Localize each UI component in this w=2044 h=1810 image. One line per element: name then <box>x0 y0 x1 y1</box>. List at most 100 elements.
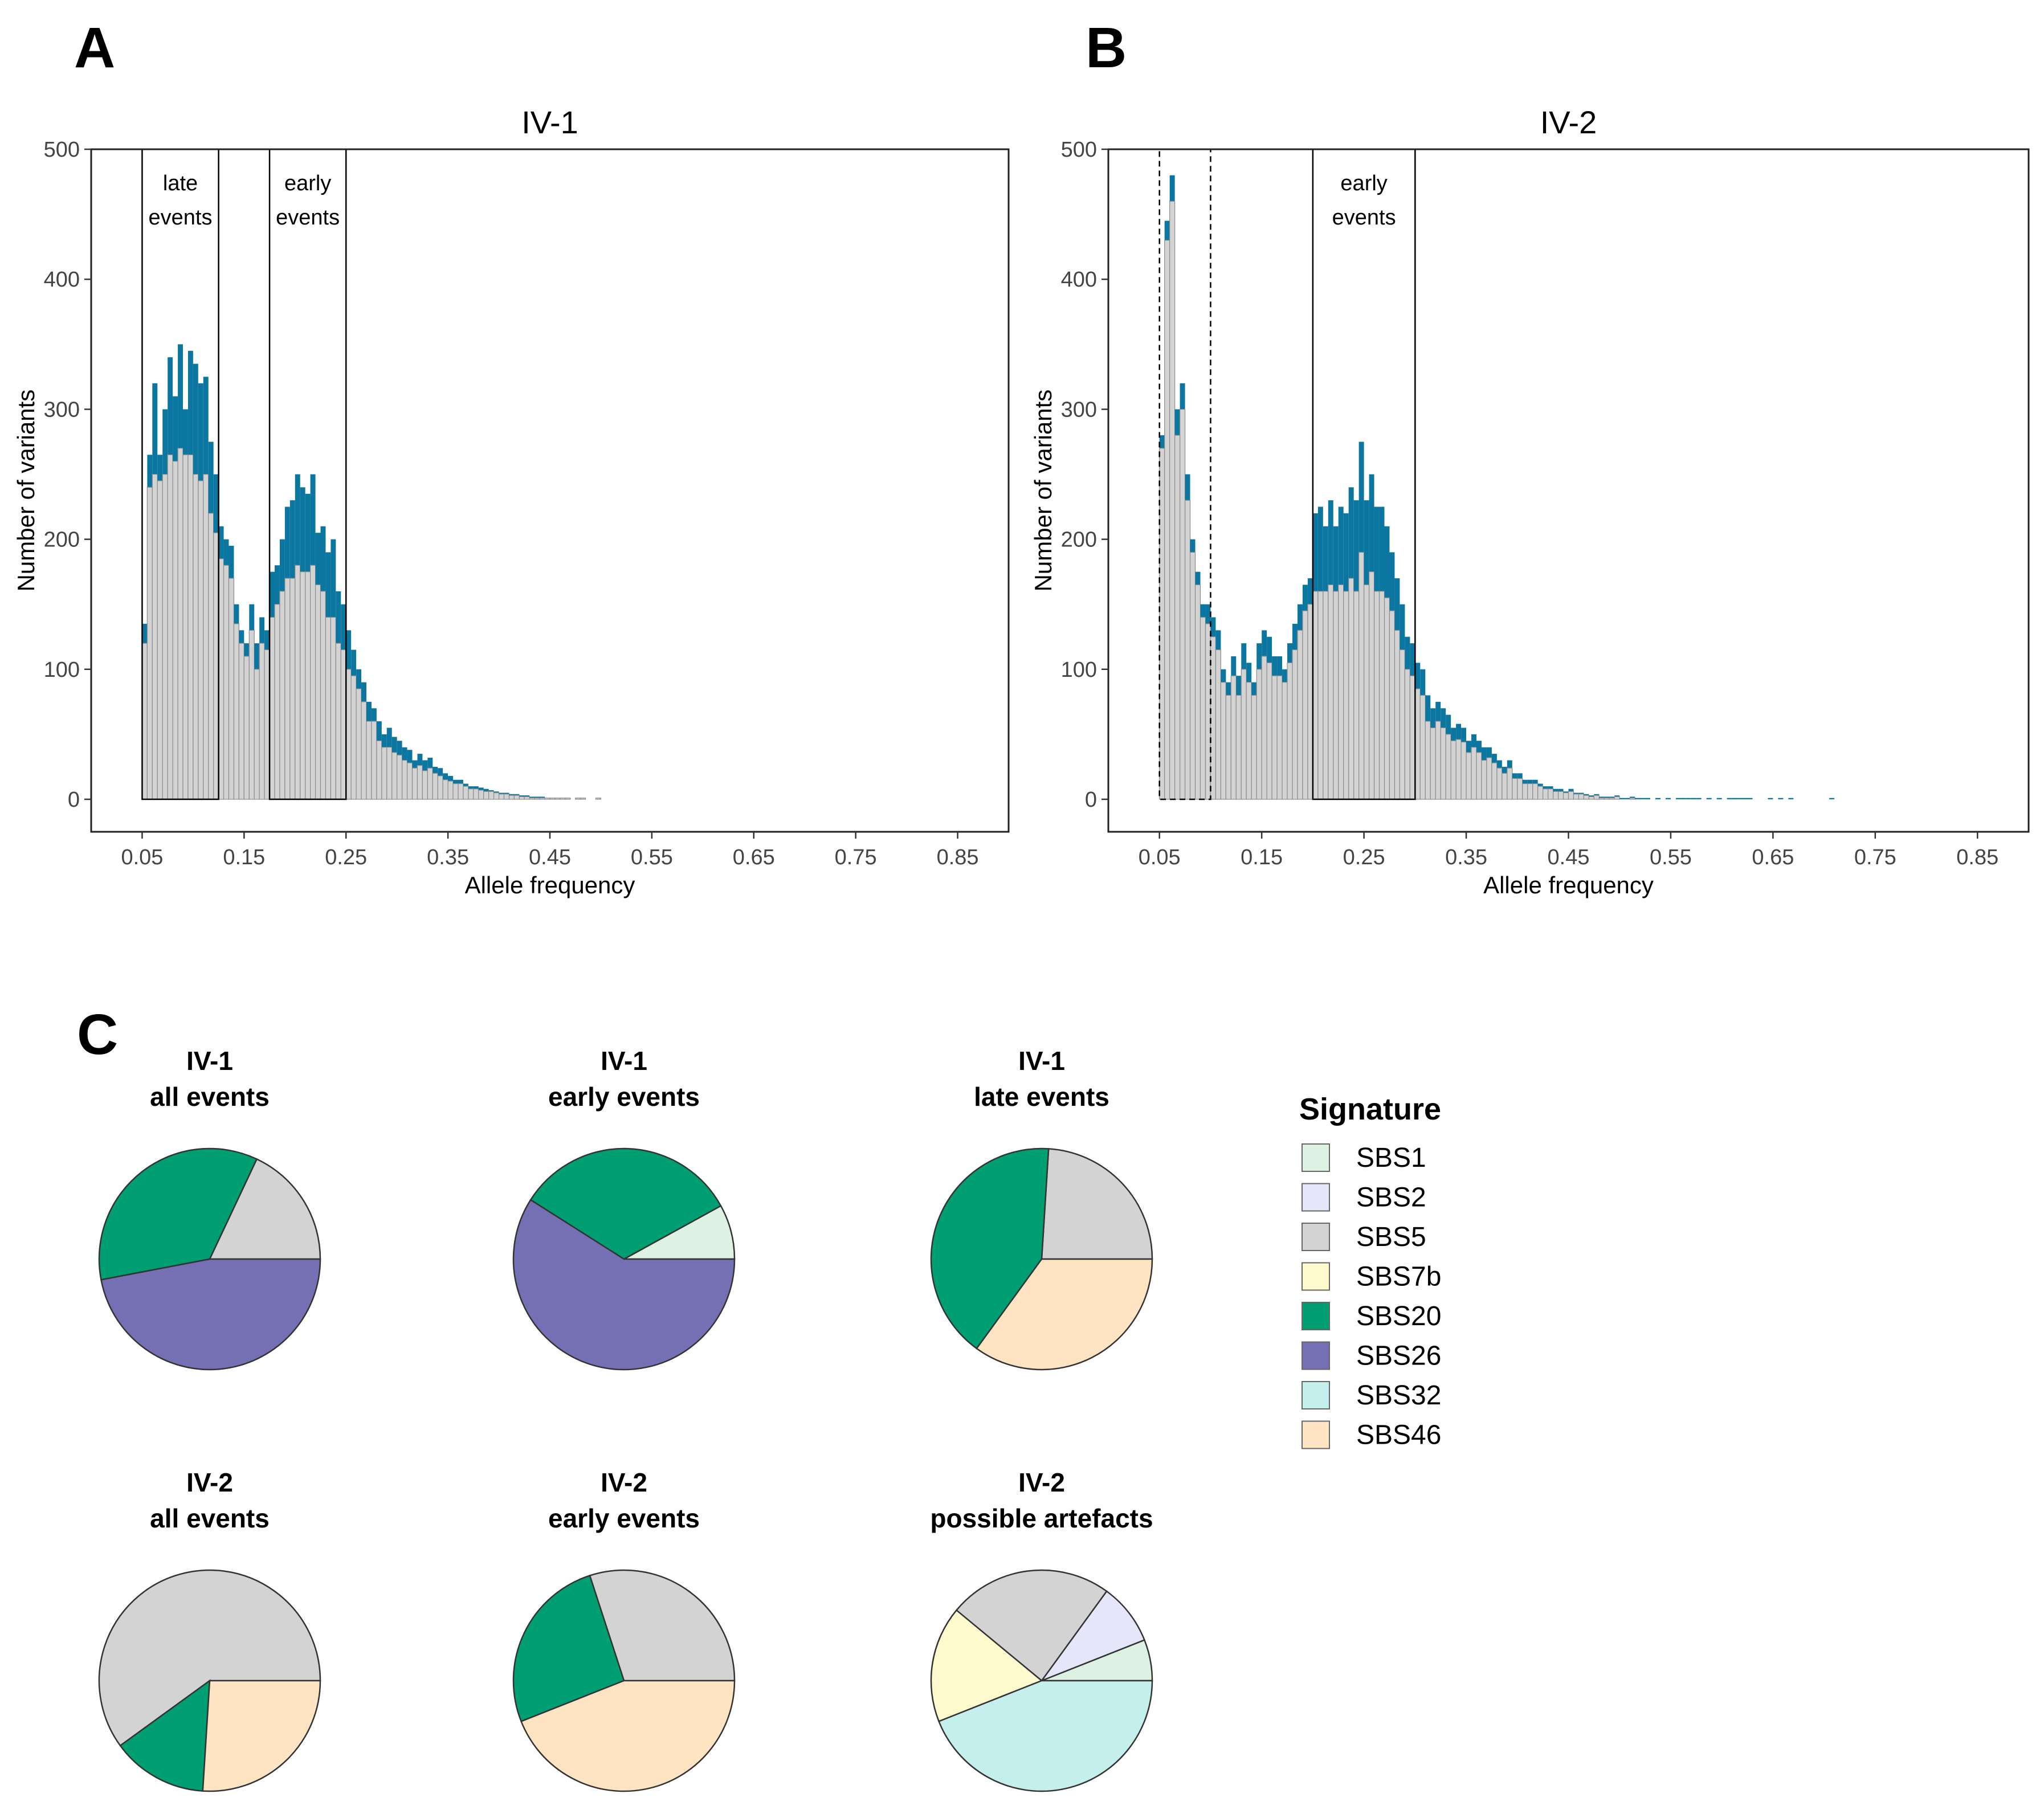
hist-a-bar-total <box>147 455 153 488</box>
pie-slice-sbs46 <box>520 1680 736 1792</box>
hist-a-bar-total <box>535 796 540 798</box>
hist-a-bar-base <box>335 643 341 800</box>
hist-a-bar-total <box>356 669 362 689</box>
hist-a-bar-base <box>549 798 556 800</box>
hist-b-bar-total <box>1251 682 1257 696</box>
hist-a-bar-total <box>223 539 229 566</box>
legend-swatch-sbs46 <box>1302 1420 1330 1449</box>
hist-a-bar-base <box>458 783 464 800</box>
hist-b-bar-total <box>1491 754 1497 763</box>
hist-a-bar-total <box>300 487 305 572</box>
hist-a-bar-base <box>325 616 331 800</box>
hist-b-bar-base <box>1419 694 1426 800</box>
hist-a-bar-total <box>422 760 428 771</box>
hist-b-bar-total <box>1328 500 1333 585</box>
hist-a-bar-total <box>524 795 530 797</box>
hist-b-bar-base <box>1527 783 1533 800</box>
hist-b-bar-total <box>1537 783 1543 787</box>
hist-b-bar-total <box>1210 617 1216 637</box>
pie-slice-sbs26 <box>100 1258 321 1371</box>
hist-a-bar-total <box>178 344 183 448</box>
legend-label-sbs7b: SBS7b <box>1356 1262 1441 1292</box>
hist-a-bar-base <box>366 721 372 800</box>
hist-b-bar-total <box>1665 798 1671 799</box>
hist-b-bar-total <box>1768 798 1773 799</box>
hist-a-bar-base <box>503 794 510 800</box>
hist-b-bar-total <box>1241 643 1247 669</box>
hist-b-bar-total <box>1486 747 1492 758</box>
hist-b-bar-base <box>1588 796 1594 800</box>
hist-b-bar-base <box>1246 681 1252 800</box>
hist-a-bar-total <box>310 474 316 566</box>
hist-b-bar-base <box>1496 767 1503 800</box>
hist-a-bar-total <box>433 766 438 774</box>
hist-b-bar-base <box>1164 240 1170 800</box>
hist-a-bar-base <box>391 752 398 800</box>
hist-a-bar-total <box>448 775 454 782</box>
hist-a-bar-total <box>351 649 357 676</box>
hist-a-bar-base <box>381 747 387 800</box>
hist-a-bar-total <box>331 539 336 618</box>
hist-a-bar-base <box>162 473 168 800</box>
hist-b-bar-total <box>1333 526 1339 591</box>
hist-a-bar-total <box>152 383 158 475</box>
hist-b-bar-base <box>1548 788 1554 800</box>
hist-b-bar-total <box>1435 701 1441 722</box>
hist-a-bar-base <box>493 792 500 800</box>
hist-a-bar-base <box>519 796 525 800</box>
hist-b-bar-base <box>1562 792 1569 800</box>
hist-b-bar-total <box>1384 526 1390 598</box>
hist-b-bar-base <box>1466 752 1472 800</box>
hist-b-bar-total <box>1400 604 1405 650</box>
hist-b-bar-total <box>1374 506 1380 591</box>
hist-b-x-tick-label: 0.25 <box>1343 845 1385 869</box>
hist-a-bar-total <box>346 630 352 669</box>
hist-b-bar-total <box>1420 669 1426 696</box>
hist-b-bar-total <box>1267 636 1272 663</box>
hist-b-y-axis-label: Number of variants <box>1030 390 1056 592</box>
hist-a-bar-base <box>295 565 301 800</box>
hist-b-bar-base <box>1373 591 1380 800</box>
legend-label-sbs5: SBS5 <box>1356 1222 1426 1252</box>
hist-b-bar-total <box>1680 798 1686 799</box>
hist-b-region-label: events <box>1332 206 1396 230</box>
hist-b-bar-total <box>1604 796 1610 798</box>
hist-a-bar-total <box>391 737 397 753</box>
hist-a-x-tick-label: 0.85 <box>937 845 979 869</box>
hist-b-bar-total <box>1190 539 1196 553</box>
hist-a-bar-total <box>183 409 188 455</box>
hist-a-bar-total <box>427 757 433 769</box>
legend-label-sbs1: SBS1 <box>1356 1143 1426 1173</box>
hist-a-bar-base <box>361 701 367 800</box>
hist-a-bar-total <box>493 791 499 793</box>
hist-b-bar-total <box>1517 773 1523 779</box>
hist-a-x-tick-label: 0.35 <box>427 845 469 869</box>
hist-b-y-tick-label: 400 <box>1061 268 1097 292</box>
hist-b-bar-total <box>1307 578 1313 604</box>
hist-b-bar-base <box>1435 721 1441 800</box>
hist-a-x-tick-label: 0.45 <box>529 845 571 869</box>
hist-a-bar-base <box>259 643 265 800</box>
hist-a-y-tick-label: 400 <box>44 268 80 292</box>
hist-b-bar-total <box>1200 604 1206 618</box>
hist-a-x-tick-label: 0.25 <box>325 845 367 869</box>
hist-a-bar-total <box>336 591 341 644</box>
hist-b-bar-base <box>1312 591 1319 800</box>
pie-title: possible artefacts <box>930 1503 1153 1533</box>
hist-a-bar-total <box>412 760 418 769</box>
hist-b-bar-base <box>1261 656 1267 800</box>
hist-b-bar-total <box>1343 513 1349 591</box>
legend-label-sbs2: SBS2 <box>1356 1183 1426 1213</box>
hist-a-bar-base <box>279 591 285 800</box>
pie-title: all events <box>150 1503 270 1533</box>
hist-b-bar-total <box>1788 798 1794 799</box>
hist-b-bar-total <box>1205 604 1211 624</box>
hist-b-bar-base <box>1440 727 1446 800</box>
histogram-panel-a: IV-1 late events early events 0 100 200 300 400 50… <box>13 104 1010 898</box>
pie-slice-sbs20 <box>930 1147 1050 1350</box>
hist-b-bar-base <box>1241 669 1247 800</box>
hist-a-region-label: events <box>149 206 213 230</box>
hist-b-bar-total <box>1630 796 1635 798</box>
hist-b-bar-base <box>1184 500 1191 800</box>
hist-b-bar-total <box>1502 766 1507 774</box>
